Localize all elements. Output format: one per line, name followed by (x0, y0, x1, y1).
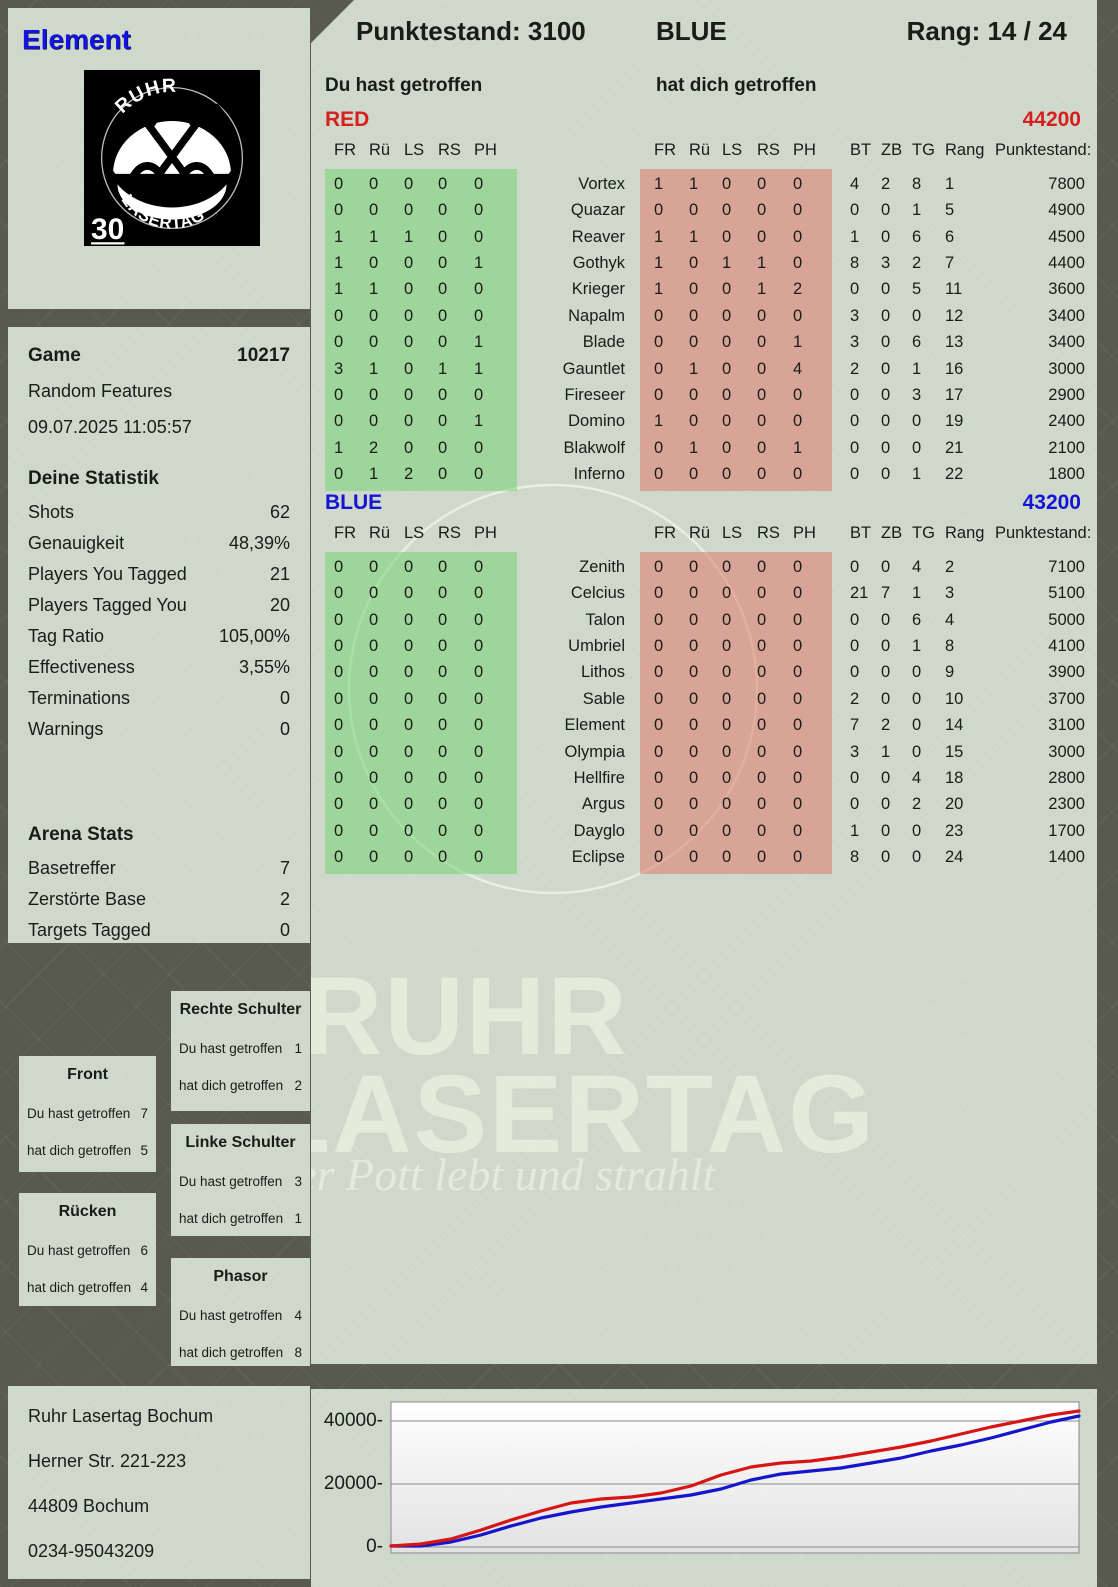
svg-text:0-: 0- (366, 1536, 383, 1557)
svg-text:30: 30 (91, 213, 124, 246)
svg-text:40000-: 40000- (324, 1410, 383, 1431)
svg-text:20000-: 20000- (324, 1473, 383, 1494)
